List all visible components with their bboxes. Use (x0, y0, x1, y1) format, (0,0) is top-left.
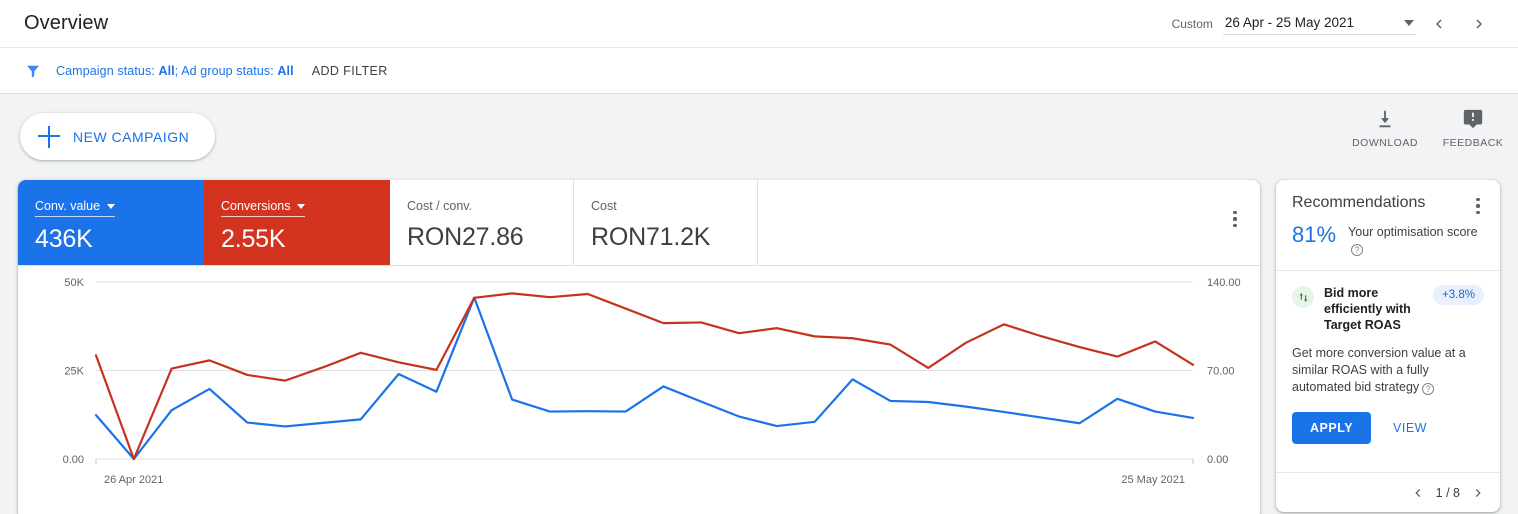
recommendations-title: Recommendations (1292, 194, 1426, 211)
page-title: Overview (24, 12, 109, 34)
metric-label: Cost / conv. (407, 199, 473, 213)
help-circle-icon[interactable]: ? (1351, 244, 1364, 256)
more-vert-icon[interactable] (1222, 206, 1248, 232)
filter-separator: ; (174, 63, 179, 78)
main-content: Conv. value 436K Conversions 2.55K Cost … (0, 180, 1518, 514)
top-header-bar: Overview Custom 26 Apr - 25 May 2021 (0, 0, 1518, 48)
optimisation-score: 81% Your optimisation score? (1276, 212, 1500, 271)
new-campaign-label: NEW CAMPAIGN (73, 128, 190, 145)
recommendations-pager: 1 / 8 (1276, 472, 1500, 512)
chevron-down-icon[interactable] (1404, 19, 1414, 26)
date-range-value: 26 Apr - 25 May 2021 (1224, 15, 1354, 30)
campaign-status-prefix: Campaign status: (56, 63, 155, 78)
active-filters-chip[interactable]: Campaign status: All; Ad group status: A… (56, 64, 294, 78)
metric-card-conv-value[interactable]: Conv. value 436K (18, 180, 204, 265)
filter-funnel-icon[interactable] (24, 62, 42, 80)
svg-text:0.00: 0.00 (1207, 454, 1228, 466)
new-campaign-button[interactable]: NEW CAMPAIGN (20, 113, 216, 160)
download-button[interactable]: DOWNLOAD (1352, 108, 1418, 149)
chevron-down-icon[interactable] (107, 203, 116, 209)
chevron-right-icon (1475, 488, 1481, 497)
date-range-selector[interactable]: 26 Apr - 25 May 2021 (1222, 12, 1416, 35)
metric-card-conversions[interactable]: Conversions 2.55K (204, 180, 390, 265)
chart-plot-area[interactable]: 0.00 25K 50K 0.00 70.00 140.00 26 Apr 2021 25 M… (18, 266, 1260, 514)
optimisation-score-label: Your optimisation score? (1348, 222, 1484, 256)
metric-label[interactable]: Conversions (221, 199, 306, 217)
metric-value: RON27.86 (407, 223, 524, 251)
svg-text:25K: 25K (64, 366, 84, 378)
feedback-button[interactable]: FEEDBACK (1442, 108, 1504, 149)
metric-strip: Conv. value 436K Conversions 2.55K Cost … (18, 180, 1260, 266)
recommendations-header: Recommendations (1276, 180, 1500, 214)
metric-value: 2.55K (221, 225, 286, 253)
recommendation-item: Bid more efficiently with Target ROAS +3… (1276, 271, 1500, 472)
download-icon (1379, 110, 1391, 128)
toolbar-actions: DOWNLOAD FEEDBACK (1352, 108, 1504, 149)
recommendation-description-text: Get more conversion value at a similar R… (1292, 346, 1466, 394)
chevron-left-icon (1415, 488, 1420, 497)
plus-icon (38, 125, 60, 148)
svg-text:70.00: 70.00 (1207, 366, 1235, 378)
svg-text:0.00: 0.00 (63, 454, 84, 466)
feedback-label: FEEDBACK (1442, 137, 1504, 149)
view-button[interactable]: VIEW (1393, 421, 1427, 435)
chevron-right-icon (1476, 19, 1482, 28)
action-row: NEW CAMPAIGN DOWNLOAD FEEDBACK (0, 94, 1518, 180)
metric-label: Cost (591, 199, 617, 213)
metric-card-cost-per-conv[interactable]: Cost / conv. RON27.86 (390, 180, 574, 265)
svg-text:25 May 2021: 25 May 2021 (1121, 474, 1185, 486)
add-filter-button[interactable]: ADD FILTER (311, 63, 388, 78)
metric-label-text: Conv. value (35, 199, 101, 213)
recommendation-description: Get more conversion value at a similar R… (1292, 345, 1484, 396)
metric-label[interactable]: Conv. value (35, 199, 116, 217)
campaign-status-value: All (158, 63, 175, 78)
chevron-down-icon[interactable] (297, 203, 306, 209)
more-vert-icon[interactable] (1466, 194, 1490, 218)
previous-period-button[interactable] (1422, 7, 1456, 41)
svg-text:26 Apr 2021: 26 Apr 2021 (104, 474, 163, 486)
recommendation-impact-badge: +3.8% (1433, 285, 1484, 305)
optimisation-score-text: Your optimisation score (1348, 225, 1478, 239)
recommendations-card: Recommendations 81% Your optimisation sc… (1276, 180, 1500, 512)
pager-position: 1 / 8 (1435, 485, 1460, 500)
filter-bar: Campaign status: All; Ad group status: A… (0, 48, 1518, 94)
recommendation-actions: APPLY VIEW (1292, 412, 1484, 444)
optimisation-score-value: 81% (1292, 222, 1337, 247)
pager-prev-button[interactable] (1408, 483, 1428, 503)
svg-text:50K: 50K (64, 277, 84, 289)
recommendation-title: Bid more efficiently with Target ROAS (1324, 286, 1411, 332)
help-circle-icon[interactable]: ? (1422, 383, 1435, 395)
recommendation-item-header: Bid more efficiently with Target ROAS +3… (1292, 285, 1484, 333)
next-period-button[interactable] (1462, 7, 1496, 41)
metric-label-text: Conversions (221, 199, 291, 213)
svg-text:140.00: 140.00 (1207, 277, 1241, 289)
download-label: DOWNLOAD (1352, 137, 1418, 149)
adgroup-status-prefix: Ad group status: (181, 63, 274, 78)
adgroup-status-value: All (277, 63, 294, 78)
date-range-controls: Custom 26 Apr - 25 May 2021 (1172, 7, 1496, 41)
feedback-icon (1463, 109, 1483, 129)
apply-button[interactable]: APPLY (1292, 412, 1372, 444)
bid-arrows-icon (1292, 286, 1314, 308)
line-chart-svg: 0.00 25K 50K 0.00 70.00 140.00 26 Apr 2021 25 M… (63, 277, 1241, 486)
metric-card-cost[interactable]: Cost RON71.2K (574, 180, 758, 265)
date-preset-label: Custom (1171, 16, 1213, 31)
chevron-left-icon (1436, 19, 1442, 28)
pager-next-button[interactable] (1468, 483, 1488, 503)
metric-value: 436K (35, 225, 93, 253)
performance-chart-card: Conv. value 436K Conversions 2.55K Cost … (18, 180, 1260, 514)
metric-value: RON71.2K (591, 223, 711, 251)
